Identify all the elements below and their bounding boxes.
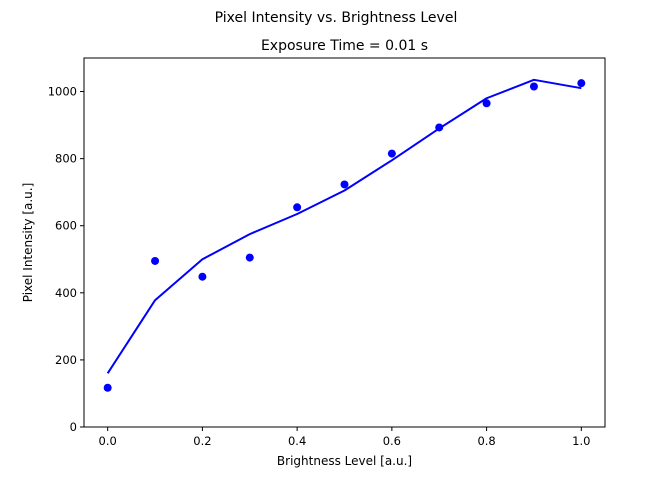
x-tick-label: 0.8: [477, 434, 495, 448]
series-line: [106, 78, 582, 374]
y-tick-label: 400: [55, 286, 77, 300]
x-axis: 0.0 0.2 0.4 0.6 0.8 1.0: [99, 427, 590, 448]
y-axis-label: Pixel Intensity [a.u.]: [21, 183, 35, 303]
data-point: [577, 79, 586, 88]
data-point: [151, 256, 160, 265]
x-tick-label: 0.4: [288, 434, 306, 448]
data-point: [482, 99, 491, 108]
data-point: [103, 383, 112, 392]
data-point: [245, 253, 254, 262]
data-point: [198, 272, 207, 281]
y-tick-label: 800: [55, 152, 77, 166]
x-tick-label: 1.0: [572, 434, 590, 448]
data-point: [529, 82, 538, 91]
y-axis: 0 200 400 600 800 1000: [48, 85, 84, 434]
axes-frame: [83, 57, 606, 428]
data-point: [340, 180, 349, 189]
data-point: [293, 203, 302, 212]
x-tick-label: 0.2: [193, 434, 211, 448]
y-tick-label: 600: [55, 219, 77, 233]
y-tick-label: 200: [55, 353, 77, 367]
chart-title: Exposure Time = 0.01 s: [261, 38, 428, 54]
x-axis-label: Brightness Level [a.u.]: [277, 454, 412, 468]
data-point: [387, 149, 396, 158]
x-tick-label: 0.0: [99, 434, 117, 448]
y-tick-label: 0: [70, 420, 77, 434]
plot-area: [103, 78, 586, 392]
x-tick-label: 0.6: [383, 434, 401, 448]
chart-suptitle: Pixel Intensity vs. Brightness Level: [215, 10, 458, 26]
y-tick-label: 1000: [48, 85, 77, 99]
